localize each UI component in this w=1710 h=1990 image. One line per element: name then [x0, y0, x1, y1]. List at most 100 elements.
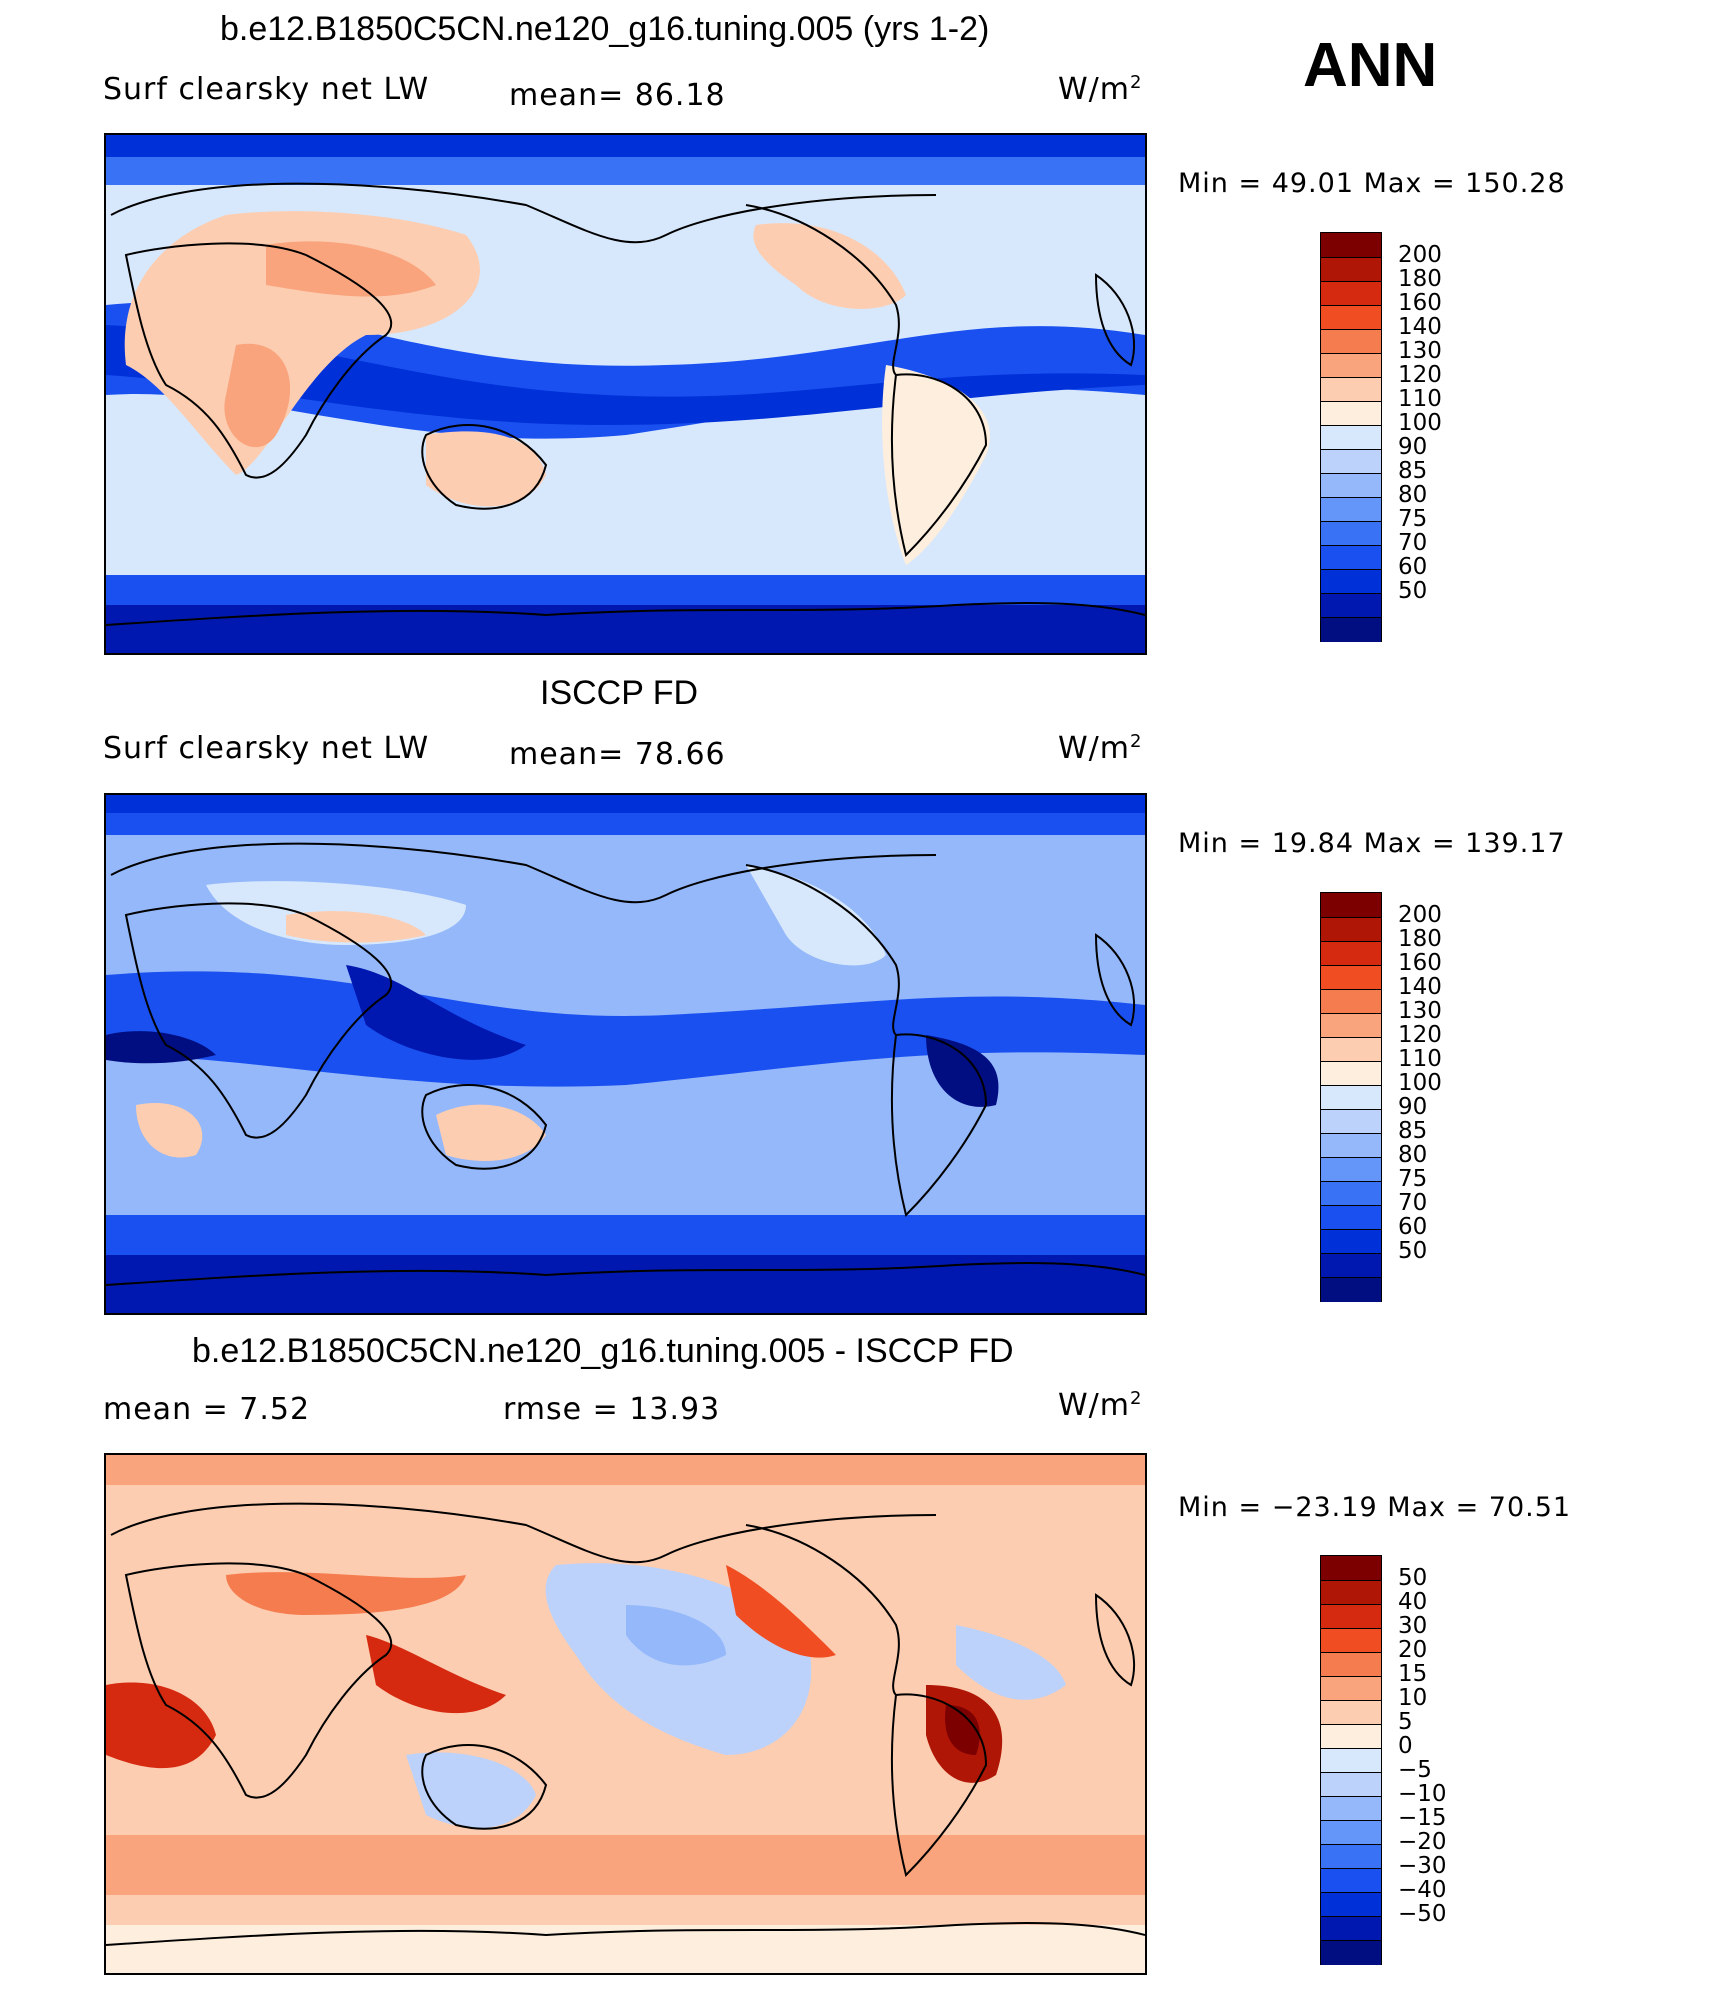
panel-2-colorbar	[1320, 892, 1382, 1302]
panel-1-colorbar-labels: 200 180 160 140 130 120 110 100 90 85 80 75 70 60 50	[1398, 232, 1498, 640]
colorbar-level-label: 90	[1398, 434, 1428, 460]
colorbar-swatch	[1321, 1109, 1381, 1134]
colorbar-level-label: 60	[1398, 554, 1428, 580]
colorbar-level-label: −10	[1398, 1781, 1447, 1807]
colorbar-level-label: 200	[1398, 242, 1442, 268]
panel-2-title: ISCCP FD	[540, 674, 699, 712]
panel-2-variable-label: Surf clearsky net LW	[103, 731, 430, 766]
colorbar-swatch	[1321, 1916, 1381, 1941]
colorbar-swatch	[1321, 617, 1381, 642]
colorbar-swatch	[1321, 965, 1381, 990]
colorbar-level-label: −20	[1398, 1829, 1447, 1855]
colorbar-level-label: 120	[1398, 1022, 1442, 1048]
colorbar-swatch	[1321, 1253, 1381, 1278]
colorbar-swatch	[1321, 233, 1381, 257]
colorbar-swatch	[1321, 281, 1381, 306]
colorbar-swatch	[1321, 401, 1381, 426]
colorbar-level-label: 90	[1398, 1094, 1428, 1120]
colorbar-swatch	[1321, 1628, 1381, 1653]
panel-1-mean-label: mean= 86.18	[509, 78, 726, 113]
colorbar-swatch	[1321, 1157, 1381, 1182]
panel-3-units: W/m2	[1058, 1388, 1143, 1423]
colorbar-level-label: −30	[1398, 1853, 1447, 1879]
colorbar-swatch	[1321, 1868, 1381, 1893]
colorbar-swatch	[1321, 449, 1381, 474]
colorbar-level-label: 20	[1398, 1637, 1428, 1663]
colorbar-level-label: 180	[1398, 926, 1442, 952]
colorbar-level-label: 50	[1398, 1565, 1428, 1591]
colorbar-level-label: 5	[1398, 1709, 1413, 1735]
colorbar-level-label: 120	[1398, 362, 1442, 388]
colorbar-level-label: 50	[1398, 578, 1428, 604]
colorbar-level-label: 80	[1398, 1142, 1428, 1168]
colorbar-level-label: 160	[1398, 950, 1442, 976]
colorbar-level-label: 160	[1398, 290, 1442, 316]
colorbar-swatch	[1321, 917, 1381, 942]
panel-1-title: b.e12.B1850C5CN.ne120_g16.tuning.005 (yr…	[220, 10, 990, 48]
panel-2-units: W/m2	[1058, 731, 1143, 766]
panel-2-mean-label: mean= 78.66	[509, 737, 726, 772]
colorbar-level-label: 85	[1398, 458, 1428, 484]
colorbar-swatch	[1321, 1652, 1381, 1677]
colorbar-level-label: 100	[1398, 1070, 1442, 1096]
panel-1-variable-label: Surf clearsky net LW	[103, 72, 430, 107]
colorbar-swatch	[1321, 989, 1381, 1014]
colorbar-level-label: 200	[1398, 902, 1442, 928]
colorbar-swatch	[1321, 1229, 1381, 1254]
colorbar-swatch	[1321, 353, 1381, 378]
colorbar-swatch	[1321, 497, 1381, 522]
colorbar-level-label: 15	[1398, 1661, 1428, 1687]
colorbar-level-label: 75	[1398, 506, 1428, 532]
colorbar-swatch	[1321, 1796, 1381, 1821]
panel-1-map	[104, 133, 1147, 655]
colorbar-level-label: 0	[1398, 1733, 1413, 1759]
colorbar-level-label: 140	[1398, 974, 1442, 1000]
colorbar-level-label: 75	[1398, 1166, 1428, 1192]
colorbar-swatch	[1321, 1580, 1381, 1605]
colorbar-level-label: 140	[1398, 314, 1442, 340]
colorbar-swatch	[1321, 1133, 1381, 1158]
colorbar-swatch	[1321, 473, 1381, 498]
colorbar-level-label: −15	[1398, 1805, 1447, 1831]
colorbar-level-label: 100	[1398, 410, 1442, 436]
panel-1-colorbar	[1320, 232, 1382, 642]
colorbar-swatch	[1321, 1748, 1381, 1773]
colorbar-swatch	[1321, 1556, 1381, 1580]
colorbar-swatch	[1321, 545, 1381, 570]
colorbar-level-label: 130	[1398, 338, 1442, 364]
colorbar-swatch	[1321, 1277, 1381, 1302]
colorbar-level-label: 130	[1398, 998, 1442, 1024]
panel-1-min-max: Min = 49.01 Max = 150.28	[1178, 168, 1566, 199]
colorbar-level-label: 50	[1398, 1238, 1428, 1264]
colorbar-swatch	[1321, 1892, 1381, 1917]
panel-3-colorbar-labels: 50 40 30 20 15 10 5 0 −5 −10 −15 −20 −30 −40 −50	[1398, 1555, 1498, 1963]
panel-2-min-max: Min = 19.84 Max = 139.17	[1178, 828, 1566, 859]
colorbar-level-label: −5	[1398, 1757, 1432, 1783]
colorbar-swatch	[1321, 1724, 1381, 1749]
colorbar-level-label: 110	[1398, 386, 1442, 412]
panel-3-title: b.e12.B1850C5CN.ne120_g16.tuning.005 - I…	[192, 1332, 1014, 1370]
season-label: ANN	[1303, 31, 1438, 100]
colorbar-swatch	[1321, 1676, 1381, 1701]
colorbar-swatch	[1321, 305, 1381, 330]
colorbar-level-label: 110	[1398, 1046, 1442, 1072]
colorbar-swatch	[1321, 1604, 1381, 1629]
colorbar-swatch	[1321, 425, 1381, 450]
colorbar-swatch	[1321, 257, 1381, 282]
colorbar-swatch	[1321, 1772, 1381, 1797]
colorbar-level-label: 30	[1398, 1613, 1428, 1639]
colorbar-swatch	[1321, 1820, 1381, 1845]
colorbar-swatch	[1321, 569, 1381, 594]
colorbar-level-label: 10	[1398, 1685, 1428, 1711]
colorbar-level-label: 40	[1398, 1589, 1428, 1615]
colorbar-swatch	[1321, 1181, 1381, 1206]
colorbar-swatch	[1321, 377, 1381, 402]
colorbar-swatch	[1321, 1037, 1381, 1062]
colorbar-level-label: 70	[1398, 1190, 1428, 1216]
panel-3-map	[104, 1453, 1147, 1975]
panel-3-mean-label: mean = 7.52	[103, 1392, 311, 1427]
panel-2-colorbar-labels: 200 180 160 140 130 120 110 100 90 85 80 75 70 60 50	[1398, 892, 1498, 1300]
panel-1-units: W/m2	[1058, 72, 1143, 107]
colorbar-swatch	[1321, 1940, 1381, 1965]
panel-2-map	[104, 793, 1147, 1315]
